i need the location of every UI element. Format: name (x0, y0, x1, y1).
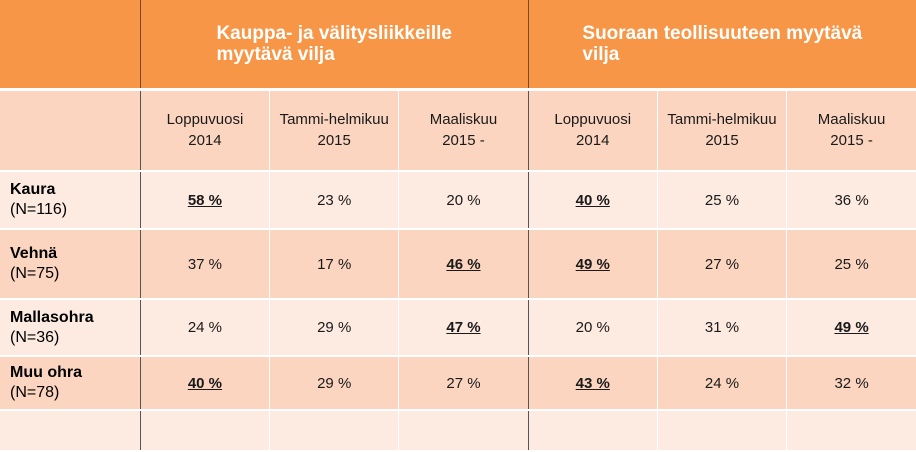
percentage-value: 36 % (834, 191, 869, 209)
value-cell: 20 % (398, 171, 529, 230)
value-cell: 27 % (656, 229, 787, 300)
row-label: Muu ohra (N=78) (0, 356, 141, 411)
percentage-value: 43 % (575, 374, 610, 392)
value-cell: 46 % (398, 229, 529, 300)
value-cell: 27 % (398, 356, 529, 411)
value-cell: 49 % (527, 229, 658, 300)
value-cell: 37 % (139, 229, 270, 300)
row-label: Vehnä (N=75) (0, 229, 141, 300)
group-title-line1: Suoraan teollisuuteen myytävä (582, 22, 863, 44)
period-header: Loppuvuosi 2014 (527, 89, 658, 172)
table-row: Mallasohra (N=36) 24 % 29 % 47 % 20 % 31 … (0, 299, 916, 357)
empty-cell (527, 410, 658, 452)
period-header: Maaliskuu 2015 - (398, 89, 529, 172)
value-cell: 40 % (527, 171, 658, 230)
value-cell: 43 % (527, 356, 658, 411)
percentage-value: 32 % (834, 374, 869, 392)
value-cell: 17 % (269, 229, 399, 300)
row-label: Mallasohra (N=36) (0, 299, 141, 357)
value-cell: 24 % (139, 299, 270, 357)
percentage-value: 27 % (446, 374, 481, 392)
percentage-value: 31 % (704, 319, 740, 336)
empty-row (0, 410, 916, 452)
empty-cell (656, 410, 787, 452)
value-cell: 40 % (139, 356, 270, 411)
value-cell: 49 % (786, 299, 916, 357)
period-header: Tammi-helmikuu 2015 (656, 89, 787, 172)
percentage-value: 40 % (187, 374, 223, 392)
percentage-value: 29 % (317, 319, 352, 336)
percentage-value: 27 % (704, 255, 740, 273)
percentage-value: 49 % (834, 319, 869, 336)
percentage-value: 20 % (446, 191, 481, 209)
period-header: Maaliskuu 2015 - (786, 89, 916, 172)
group-header-trade: Kauppa- ja välitysliikkeille myytävä vil… (139, 0, 529, 91)
percentage-value: 24 % (704, 374, 740, 392)
period-header: Loppuvuosi 2014 (139, 89, 270, 172)
row-label: Kaura (N=116) (0, 171, 141, 230)
value-cell: 29 % (269, 299, 399, 357)
empty-cell (786, 410, 916, 452)
empty-cell (269, 410, 399, 452)
percentage-value: 23 % (317, 191, 352, 209)
value-cell: 20 % (527, 299, 658, 357)
value-cell: 25 % (656, 171, 787, 230)
table-row: Kaura (N=116) 58 % 23 % 20 % 40 % 25 % 36… (0, 171, 916, 230)
percentage-value: 25 % (704, 191, 740, 209)
group-title-line2: myytävä vilja (216, 43, 335, 65)
percentage-value: 46 % (446, 255, 481, 273)
percentage-value: 58 % (187, 191, 223, 209)
table-row: Muu ohra (N=78) 40 % 29 % 27 % 43 % 24 % … (0, 356, 916, 411)
group-title-line1: Kauppa- ja välitysliikkeille (216, 22, 452, 44)
empty-cell (139, 410, 270, 452)
empty-cell (398, 410, 529, 452)
percentage-value: 47 % (446, 319, 481, 336)
percentage-value: 40 % (575, 191, 610, 209)
percentage-value: 24 % (187, 319, 223, 336)
period-header: Tammi-helmikuu 2015 (269, 89, 399, 172)
period-corner-cell (0, 89, 141, 172)
value-cell: 36 % (786, 171, 916, 230)
group-title-line2: vilja (582, 43, 620, 65)
value-cell: 24 % (656, 356, 787, 411)
value-cell: 58 % (139, 171, 270, 230)
percentage-value: 37 % (187, 255, 223, 273)
percentage-value: 29 % (317, 374, 352, 392)
empty-cell (0, 410, 141, 452)
value-cell: 25 % (786, 229, 916, 300)
percentage-value: 49 % (575, 255, 610, 273)
table-row: Vehnä (N=75) 37 % 17 % 46 % 49 % 27 % 25 … (0, 229, 916, 300)
corner-cell (0, 0, 141, 91)
group-header-row: Kauppa- ja välitysliikkeille myytävä vil… (0, 0, 916, 91)
value-cell: 31 % (656, 299, 787, 357)
value-cell: 29 % (269, 356, 399, 411)
period-header-row: Loppuvuosi 2014 Tammi-helmikuu 2015 Maalis… (0, 89, 916, 172)
percentage-value: 17 % (317, 255, 352, 273)
value-cell: 47 % (398, 299, 529, 357)
value-cell: 32 % (786, 356, 916, 411)
value-cell: 23 % (269, 171, 399, 230)
percentage-value: 25 % (834, 255, 869, 273)
percentage-value: 20 % (575, 319, 610, 336)
group-header-industry: Suoraan teollisuuteen myytävä vilja (527, 0, 916, 91)
